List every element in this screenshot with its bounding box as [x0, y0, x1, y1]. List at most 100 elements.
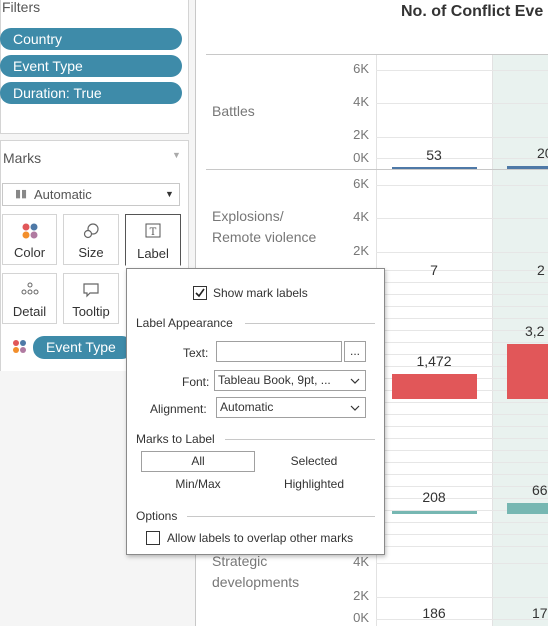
allow-overlap-label: Allow labels to overlap other marks: [167, 531, 354, 545]
bar-row4-1[interactable]: [392, 511, 477, 514]
chevron-down-icon: ▼: [165, 189, 174, 199]
label-button[interactable]: T Label: [125, 214, 181, 266]
row-label-strategic-1: Strategic: [212, 553, 268, 569]
option-all[interactable]: All: [141, 451, 255, 472]
marks-menu-icon[interactable]: ▼: [172, 150, 181, 160]
tick-label: 0K: [353, 150, 369, 165]
gridline: [376, 486, 548, 487]
bar-row4-2[interactable]: [507, 503, 548, 514]
color-button-label: Color: [13, 245, 46, 260]
text-field[interactable]: [216, 341, 342, 362]
marks-title: Marks: [3, 150, 42, 166]
tooltip-icon: [64, 281, 118, 302]
checkmark-icon: [195, 288, 205, 298]
column-divider: [492, 54, 493, 626]
detail-icon: [3, 281, 56, 300]
value-label: 1,472: [416, 353, 452, 369]
filter-pill-event-type[interactable]: Event Type: [0, 55, 182, 77]
gridline: [376, 252, 548, 253]
gridline: [376, 218, 548, 219]
detail-button[interactable]: Detail: [2, 273, 57, 324]
tick-label: 0K: [353, 610, 369, 625]
row-label-strategic-2: developments: [212, 574, 300, 590]
font-value: Tableau Book, 9pt, ...: [218, 373, 331, 387]
bar-battles-1[interactable]: [392, 167, 477, 169]
gridline: [376, 414, 548, 415]
tick-label: 4K: [353, 554, 369, 569]
gridline: [376, 402, 548, 403]
detail-button-label: Detail: [12, 304, 47, 319]
tick-label: 2K: [353, 243, 369, 258]
value-label: 66: [532, 482, 548, 498]
allow-overlap-checkbox[interactable]: [146, 531, 160, 545]
gridline: [376, 158, 548, 159]
text-edit-button[interactable]: ...: [344, 341, 366, 362]
bar-row3-1[interactable]: [392, 374, 477, 399]
gridline: [376, 474, 548, 475]
gridline: [376, 185, 548, 186]
value-label: 3,2: [525, 323, 545, 339]
tick-label: 2K: [353, 127, 369, 142]
size-button[interactable]: Size: [63, 214, 119, 265]
row-label-explosions-2: Remote violence: [212, 229, 317, 245]
gridline: [376, 342, 548, 343]
gridline: [376, 70, 548, 71]
option-highlighted[interactable]: Highlighted: [283, 477, 345, 491]
gridline: [376, 137, 548, 138]
value-label: 208: [422, 489, 446, 505]
filter-pill-duration[interactable]: Duration: True: [0, 82, 182, 104]
gridline: [376, 294, 548, 295]
gridline: [376, 450, 548, 451]
gridline: [376, 366, 548, 367]
gridline: [376, 318, 548, 319]
tick-label: 4K: [353, 94, 369, 109]
row-label-battles: Battles: [212, 103, 255, 119]
row-separator: [206, 169, 548, 170]
section-divider: [187, 516, 375, 517]
color-field-icon: [12, 339, 28, 360]
size-icon: [64, 222, 118, 243]
alignment-label: Alignment:: [150, 402, 207, 416]
show-mark-labels-checkbox[interactable]: [193, 286, 207, 300]
mark-type-value: Automatic: [34, 187, 92, 202]
gridline: [376, 510, 548, 511]
gridline: [376, 330, 548, 331]
gridline: [376, 426, 548, 427]
label-button-label: Label: [137, 246, 169, 261]
section-divider: [245, 323, 375, 324]
option-min-max[interactable]: Min/Max: [175, 477, 221, 491]
label-popup: Show mark labels Label Appearance Text: …: [126, 268, 385, 555]
size-button-label: Size: [78, 245, 104, 260]
font-label: Font:: [182, 375, 210, 389]
gridline: [376, 282, 548, 283]
row-label-explosions-1: Explosions/: [212, 208, 284, 224]
value-label: 53: [426, 147, 442, 163]
gridline: [376, 438, 548, 439]
color-button[interactable]: Color: [2, 214, 57, 265]
filter-pill-country[interactable]: Country: [0, 28, 182, 50]
mark-type-dropdown[interactable]: ▮▮ Automatic ▼: [2, 183, 180, 206]
tick-label: 6K: [353, 61, 369, 76]
alignment-value: Automatic: [220, 400, 274, 414]
gridline: [376, 522, 548, 523]
marks-to-label-title: Marks to Label: [136, 432, 215, 446]
chart-title: No. of Conflict Eve: [401, 3, 544, 20]
tooltip-button[interactable]: Tooltip: [63, 273, 119, 324]
section-divider: [225, 439, 375, 440]
gridline: [376, 462, 548, 463]
gridline: [376, 534, 548, 535]
show-mark-labels-label: Show mark labels: [213, 286, 308, 300]
chevron-down-icon: [350, 378, 360, 384]
bar-battles-2[interactable]: [507, 166, 548, 169]
tick-label: 4K: [353, 209, 369, 224]
event-type-color-pill[interactable]: Event Type: [33, 336, 133, 359]
option-selected[interactable]: Selected: [290, 454, 338, 468]
tick-label: 6K: [353, 176, 369, 191]
bar-row3-2[interactable]: [507, 344, 548, 399]
font-dropdown[interactable]: Tableau Book, 9pt, ...: [214, 370, 366, 391]
alignment-dropdown[interactable]: Automatic: [216, 397, 366, 418]
gridline: [376, 563, 548, 564]
value-label: 2: [537, 262, 545, 278]
tick-label: 2K: [353, 588, 369, 603]
bar-chart-icon: ▮▮: [15, 188, 28, 200]
